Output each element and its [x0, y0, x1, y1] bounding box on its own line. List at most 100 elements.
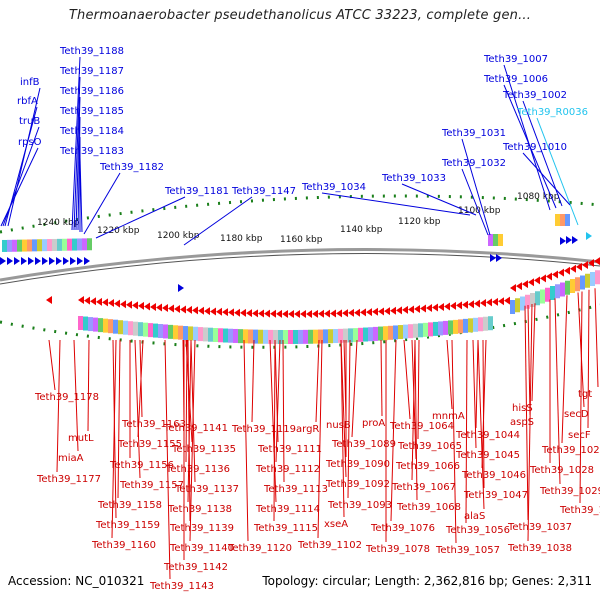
gene-label: Teth39_1155 [117, 439, 182, 450]
gene-label: alaS [464, 511, 485, 522]
leader-line [275, 339, 281, 463]
cog-block [545, 287, 550, 302]
forward-gene-arrow [21, 257, 27, 265]
cog-block [193, 326, 198, 341]
leader-line [577, 292, 585, 408]
forward-gene-arrow [77, 257, 83, 265]
cog-block [535, 291, 540, 306]
gene-label: Teth39_1137 [174, 484, 239, 495]
rna-gene-arrow [586, 232, 592, 240]
gene-label: Teth39_1090 [325, 459, 390, 470]
reverse-gene-arrow [138, 301, 144, 310]
gene-label: truB [19, 116, 40, 127]
cog-block [283, 329, 288, 344]
gene-label: Teth39_1115 [253, 523, 318, 534]
forward-gene-arrow [496, 254, 502, 262]
cog-block [108, 319, 113, 334]
gene-label: Teth39_1067 [391, 482, 456, 493]
gene-label: miaA [58, 453, 84, 464]
reverse-gene-arrow [46, 296, 52, 304]
reverse-gene-arrow [306, 309, 312, 318]
gene-label: mnmA [432, 411, 465, 422]
leader-line [317, 339, 323, 539]
gene-label: Teth39_1002 [502, 90, 567, 101]
leader-line [189, 339, 196, 542]
reverse-gene-arrow [528, 278, 534, 287]
reverse-gene-arrow [312, 309, 318, 318]
leader-line [111, 339, 117, 539]
leader-line [475, 339, 479, 429]
kbp-label: 1100 kbp [458, 206, 501, 216]
cog-block [540, 289, 545, 304]
reverse-gene-arrow [468, 300, 474, 309]
gene-label: Teth39_1029 [539, 486, 600, 497]
cog-block [478, 317, 483, 332]
cog-block [27, 239, 32, 252]
forward-gene-arrow [7, 257, 13, 265]
gene-label: Teth39_1120 [227, 543, 292, 554]
gene-label: Teth39_1188 [59, 46, 124, 57]
leader-line [527, 303, 533, 542]
gene-label: Teth39_1056 [445, 525, 510, 536]
gene-label: Teth39_1045 [455, 450, 520, 461]
cog-block [113, 319, 118, 334]
forward-gene-arrow [178, 284, 184, 292]
leader-line [251, 339, 255, 423]
gene-label: Teth39_1044 [455, 430, 520, 441]
reverse-gene-arrow [336, 309, 342, 318]
gene-label: hisS [512, 403, 533, 414]
leader-line [79, 156, 83, 233]
cog-block [153, 323, 158, 338]
kbp-label: 1120 kbp [398, 217, 441, 227]
forward-gene-arrow [70, 257, 76, 265]
reverse-gene-arrow [120, 300, 126, 309]
cog-block [493, 234, 498, 246]
gene-label: Teth39_1112 [255, 464, 320, 475]
gene-label: Teth39_1093 [327, 500, 392, 511]
gene-label: Teth39_R0036 [516, 107, 588, 118]
cog-block [530, 293, 535, 307]
cog-block [520, 296, 525, 311]
cog-block [293, 329, 298, 344]
leader-line [56, 339, 61, 473]
reverse-gene-arrow [516, 282, 522, 291]
forward-gene-arrow [0, 257, 6, 265]
reverse-gene-arrow [552, 270, 558, 279]
reverse-gene-arrow [408, 305, 414, 314]
cog-block [313, 329, 318, 344]
leader-line [390, 339, 397, 522]
gene-label: proA [362, 418, 385, 429]
cog-block [7, 239, 12, 252]
cog-block [353, 328, 358, 343]
cog-block [103, 318, 108, 333]
reverse-gene-arrow [156, 303, 162, 312]
leader-line [137, 339, 144, 438]
reverse-gene-arrow [378, 307, 384, 316]
cog-block [488, 234, 493, 246]
cog-block [87, 238, 92, 251]
cog-block [570, 279, 575, 293]
cog-block [52, 238, 57, 251]
cog-block [498, 234, 503, 246]
reverse-gene-arrow [96, 297, 102, 306]
cog-block [47, 239, 52, 252]
reverse-gene-arrow [450, 301, 456, 310]
cog-block [133, 321, 138, 336]
cog-block [358, 327, 363, 342]
reverse-gene-arrow [438, 303, 444, 311]
gene-label: Teth39_1089 [331, 439, 396, 450]
reverse-gene-arrow [570, 264, 576, 273]
cog-block [328, 329, 333, 344]
gene-label: Teth39_1028 [529, 465, 594, 476]
cog-block [22, 239, 27, 252]
gene-label: Teth39_1160 [91, 540, 156, 551]
cog-block [67, 238, 72, 251]
gene-label: Teth39_1181 [164, 186, 229, 197]
leader-line [187, 339, 191, 522]
backbone-outer [0, 248, 600, 282]
cog-block [590, 272, 595, 286]
kbp-label: 1180 kbp [220, 234, 263, 244]
gene-label: secD [564, 409, 589, 420]
gene-label: Teth39_1182 [99, 162, 164, 173]
gene-label: Teth39_1143 [149, 581, 214, 592]
